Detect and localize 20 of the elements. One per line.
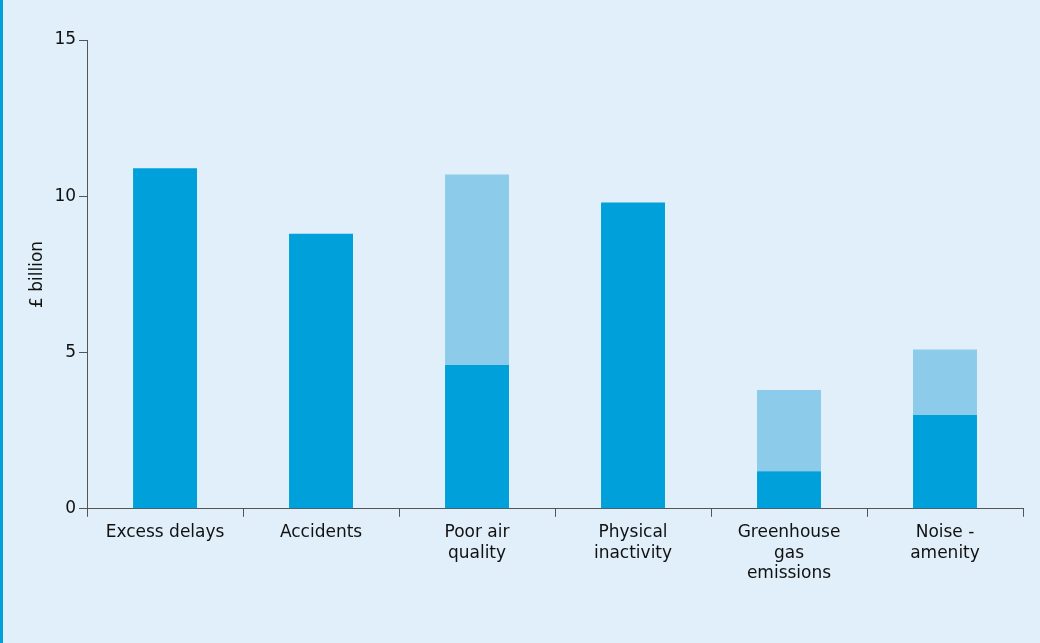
x-tick-label: Excess delays — [105, 521, 225, 542]
bar — [913, 349, 977, 416]
bar — [757, 390, 821, 472]
x-tick-label: Greenhouse gas emissions — [737, 521, 841, 583]
bar — [913, 415, 977, 509]
bar — [445, 174, 509, 366]
bar — [133, 168, 198, 509]
y-tick-label: 15 — [54, 28, 77, 49]
bar — [445, 365, 509, 509]
bar — [601, 202, 665, 509]
x-tick-label: Accidents — [279, 521, 363, 542]
x-tick-label: Noise - amenity — [910, 521, 980, 562]
x-tick-label: Physical inactivity — [593, 521, 673, 562]
bar — [289, 233, 353, 509]
y-tick-label: 5 — [65, 340, 77, 361]
y-axis-title: £ billion — [25, 240, 46, 308]
x-tick-label: Poor air quality — [444, 521, 510, 562]
bar — [757, 471, 821, 509]
y-tick-label: 0 — [65, 497, 77, 518]
y-tick-label: 10 — [54, 184, 77, 205]
